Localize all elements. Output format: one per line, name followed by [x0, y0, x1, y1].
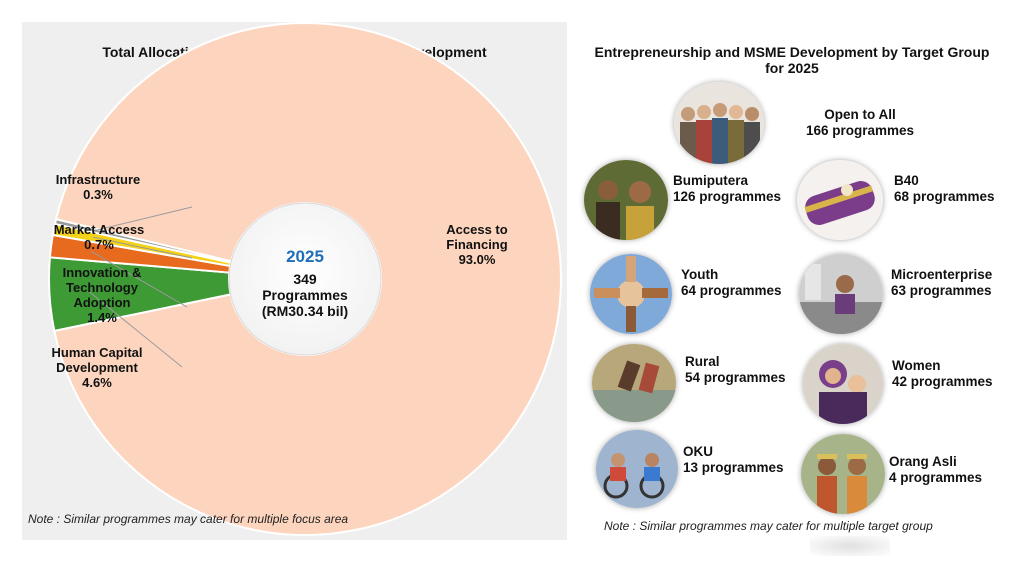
group-count: 54 programmes	[685, 370, 786, 385]
oku-photo-icon	[596, 430, 678, 508]
slice-label-text: Infrastructure	[55, 172, 141, 187]
youth-photo-icon	[590, 254, 672, 334]
leader-line-human-capital-development	[89, 291, 183, 368]
group-name: B40	[894, 173, 919, 188]
donut-center-amount: (RM30.34 bil)	[262, 303, 348, 319]
group-name: OKU	[683, 444, 713, 459]
group-name: Orang Asli	[889, 454, 957, 469]
target-group-open-to-all: Open to All 166 programmes	[790, 107, 930, 139]
crowd-photo-icon	[674, 82, 764, 164]
slice-label-text: Development	[56, 360, 138, 375]
target-group-youth: Youth 64 programmes	[681, 267, 782, 299]
slice-label-human-capital-development: Human Capital Development 4.6%	[32, 345, 162, 390]
target-group-note: Note : Similar programmes may cater for …	[604, 519, 933, 533]
slice-label-innovation-technology-adoption: Innovation & Technology Adoption 1.4%	[42, 265, 162, 325]
donut-center-count: 349	[293, 271, 317, 287]
slice-label-text: Financing	[446, 237, 508, 252]
slice-label-access-to-financing: Access to Financing 93.0%	[427, 222, 527, 267]
slice-value-text: 93.0%	[458, 252, 496, 267]
women-photo-icon	[803, 344, 883, 424]
donut-center-hole	[228, 202, 382, 356]
slice-label-infrastructure: Infrastructure 0.3%	[38, 172, 158, 202]
leader-line-innovation-technology-adoption	[90, 250, 188, 308]
slice-label-market-access: Market Access 0.7%	[34, 222, 164, 252]
group-count: 4 programmes	[889, 470, 983, 485]
target-group-orang-asli: Orang Asli 4 programmes	[889, 454, 982, 486]
target-group-bumiputera: Bumiputera 126 programmes	[673, 173, 781, 205]
decorative-shadow	[810, 536, 890, 556]
group-name: Rural	[685, 354, 720, 369]
slice-label-text: Technology	[66, 280, 138, 295]
microenterprise-photo-icon	[799, 254, 883, 334]
group-count: 126 programmes	[673, 189, 782, 204]
donut-center-year: 2025	[286, 247, 324, 266]
slice-label-text: Market Access	[53, 222, 145, 237]
target-group-microenterprise: Microenterprise 63 programmes	[891, 267, 992, 299]
group-count: 166 programmes	[805, 123, 915, 138]
group-count: 64 programmes	[681, 283, 782, 298]
slice-value-text: 0.3%	[83, 187, 113, 202]
target-group-title-line-1: Entrepreneurship and MSME Development by…	[594, 44, 990, 60]
leader-line-market-access	[92, 236, 193, 259]
slice-label-text: Access to	[446, 222, 508, 237]
group-name: Open to All	[824, 107, 896, 122]
focus-area-panel: Total Allocation for Entrepreneurship MS…	[22, 22, 567, 540]
target-group-women: Women 42 programmes	[892, 358, 993, 390]
group-name: Women	[892, 358, 941, 373]
donut-center-programmes: Programmes	[262, 287, 348, 303]
orang-asli-photo-icon	[801, 434, 885, 514]
focus-area-note: Note : Similar programmes may cater for …	[28, 512, 349, 526]
group-count: 13 programmes	[683, 460, 784, 475]
target-group-title: Entrepreneurship and MSME Development by…	[572, 44, 1012, 76]
group-name: Bumiputera	[673, 173, 749, 188]
target-group-title-line-2: for 2025	[765, 60, 819, 76]
group-count: 63 programmes	[891, 283, 992, 298]
target-group-oku: OKU 13 programmes	[683, 444, 784, 476]
bumiputera-photo-icon	[584, 160, 668, 240]
target-group-rural: Rural 54 programmes	[685, 354, 786, 386]
slice-label-text: Adoption	[73, 295, 131, 310]
group-name: Microenterprise	[891, 267, 993, 282]
rural-photo-icon	[592, 344, 676, 422]
slice-value-text: 1.4%	[87, 310, 117, 325]
slice-value-text: 4.6%	[82, 375, 112, 390]
target-group-b40: B40 68 programmes	[894, 173, 995, 205]
b40-photo-icon	[797, 160, 883, 240]
group-count: 68 programmes	[894, 189, 995, 204]
leader-line-infrastructure	[94, 206, 193, 232]
group-name: Youth	[681, 267, 719, 282]
focus-area-donut-chart: 2025 349 Programmes (RM30.34 bil)	[48, 22, 562, 536]
slice-value-text: 0.7%	[84, 237, 114, 252]
group-count: 42 programmes	[892, 374, 993, 389]
slice-label-text: Innovation &	[62, 265, 142, 280]
slice-label-text: Human Capital	[51, 345, 143, 360]
